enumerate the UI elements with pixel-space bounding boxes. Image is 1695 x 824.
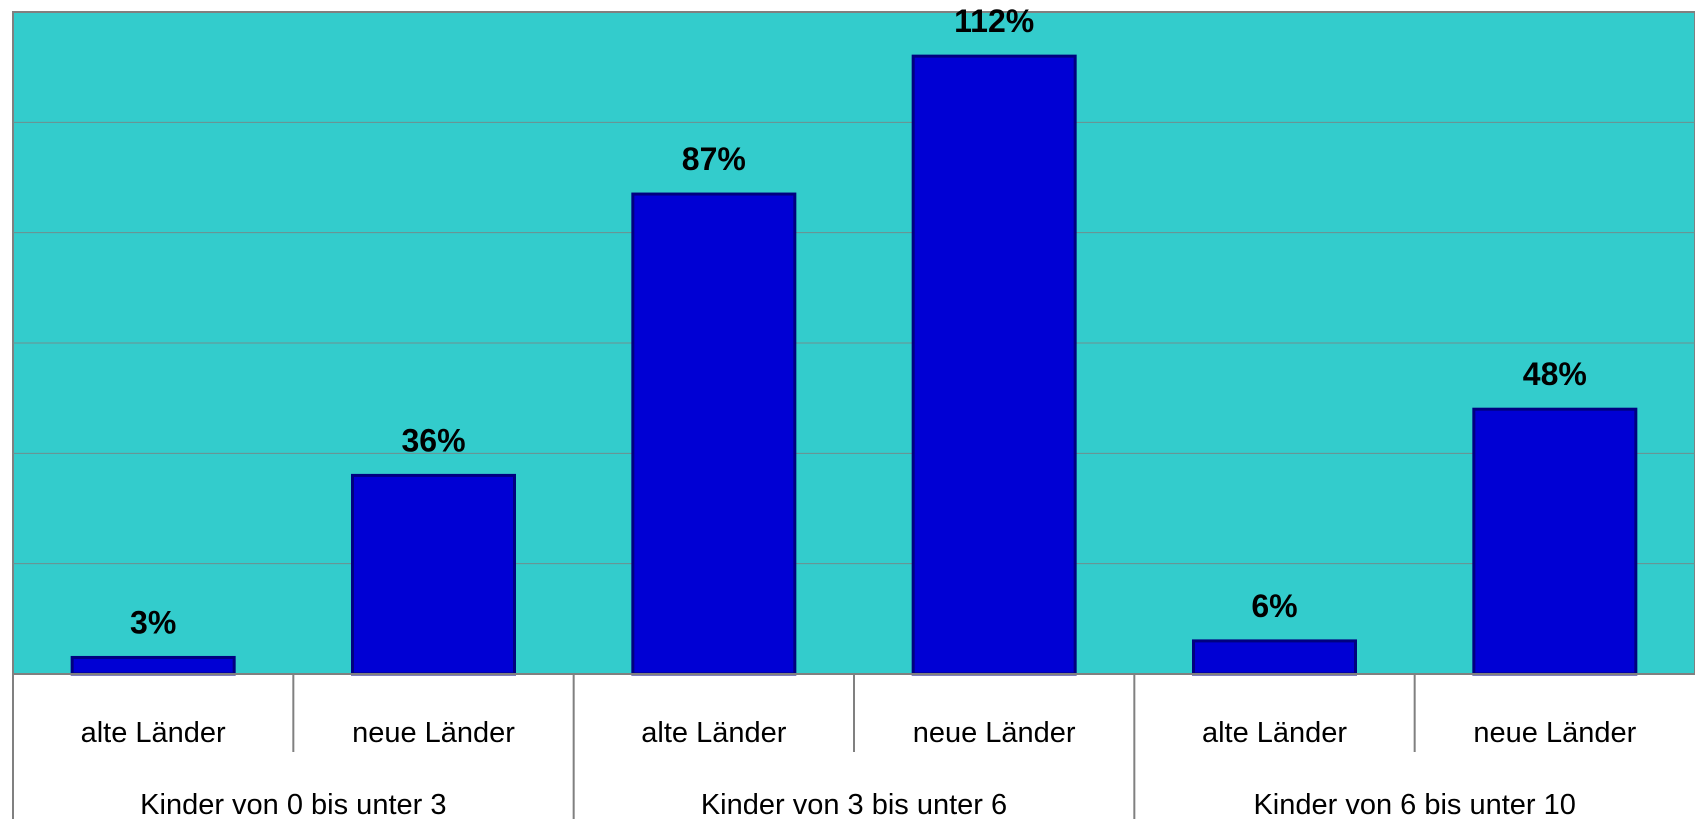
x-group-label: Kinder von 6 bis unter 10	[1253, 789, 1575, 819]
x-tick-label: neue Länder	[352, 717, 515, 749]
gridlines	[13, 121, 1695, 565]
bars	[70, 54, 1638, 676]
x-tick-label: neue Länder	[913, 717, 1076, 749]
x-tick-label: alte Länder	[81, 717, 226, 749]
data-label: 36%	[401, 422, 465, 458]
data-label: 6%	[1251, 588, 1297, 624]
x-group-label: Kinder von 3 bis unter 6	[701, 789, 1007, 819]
bar	[1472, 407, 1638, 676]
x-tick-label: alte Länder	[1202, 717, 1347, 749]
data-label: 87%	[682, 141, 746, 177]
bar	[631, 192, 797, 676]
bar	[911, 54, 1077, 676]
x-tick-label: alte Länder	[641, 717, 786, 749]
x-group-label: Kinder von 0 bis unter 3	[140, 789, 446, 819]
data-labels: 3% 36% 87% 112% 6% 48%	[130, 3, 1587, 640]
data-label: 48%	[1523, 356, 1587, 392]
category-axis: alte Länder neue Länder alte Länder neue Lä…	[12, 673, 1695, 821]
x-tick-label: neue Länder	[1473, 717, 1636, 749]
bar	[1192, 639, 1357, 676]
data-label: 3%	[130, 604, 176, 640]
data-label: 112%	[954, 3, 1034, 39]
bar	[351, 473, 516, 676]
bar	[70, 655, 236, 676]
